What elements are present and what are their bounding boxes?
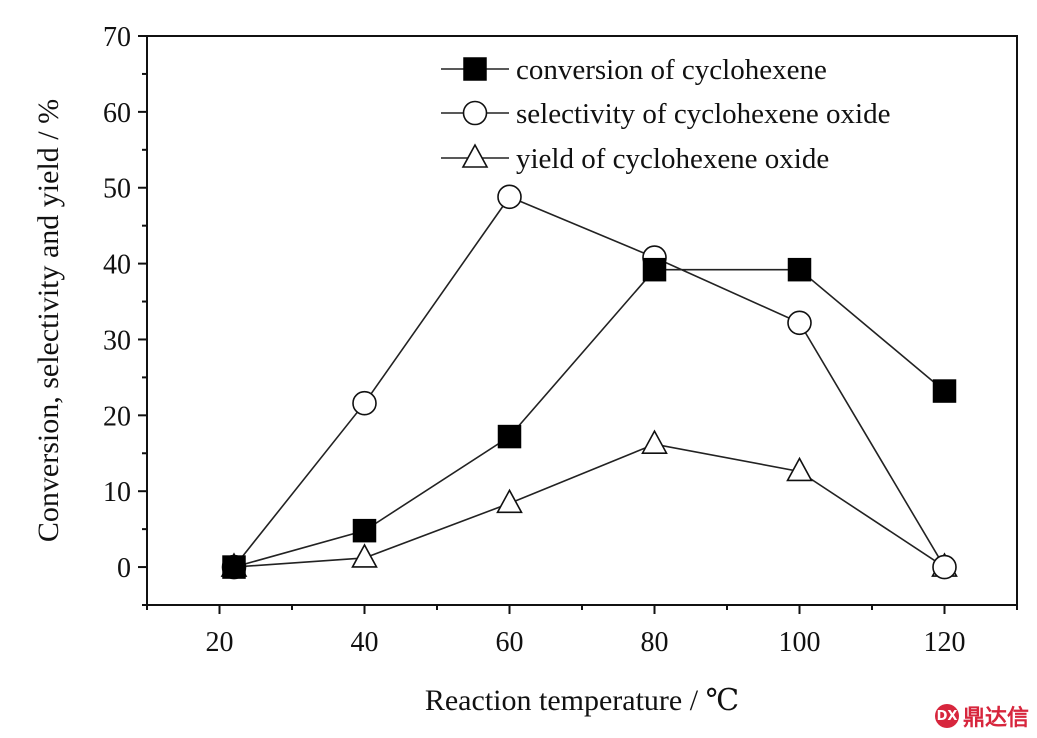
series-line-3	[233, 443, 945, 568]
x-tick-label: 60	[496, 627, 524, 658]
data-point-series-1	[787, 257, 812, 282]
data-point-series-1	[352, 518, 377, 543]
data-point-series-2	[497, 184, 522, 210]
data-point-series-1	[642, 257, 667, 282]
x-tick-label: 40	[351, 627, 379, 658]
legend-label: yield of cyclohexene oxide	[516, 143, 829, 175]
x-tick-label: 80	[641, 627, 669, 658]
x-tick-label: 100	[779, 627, 821, 658]
y-tick-label: 30	[103, 325, 131, 356]
data-point-series-1	[497, 424, 522, 449]
y-tick-label: 0	[117, 553, 131, 584]
x-tick-label: 20	[206, 627, 234, 658]
legend-marker	[461, 143, 489, 168]
series-line-2	[233, 195, 946, 568]
y-tick-label: 60	[103, 98, 131, 129]
series-markers	[220, 184, 958, 580]
x-tick-label: 120	[924, 627, 966, 658]
watermark-text: 鼎达信	[962, 706, 1029, 731]
legend-marker	[463, 57, 487, 81]
data-point-series-3	[351, 543, 378, 568]
legend-marker	[462, 100, 488, 126]
y-tick-label: 40	[103, 250, 131, 281]
data-point-series-1	[222, 555, 246, 579]
watermark: DX 鼎达信	[934, 700, 1029, 732]
data-point-series-3	[496, 488, 523, 514]
y-tick-label: 50	[103, 174, 131, 205]
legend: conversion of cyclohexene selectivity of …	[441, 54, 890, 175]
series-lines	[233, 195, 946, 568]
y-tick-label: 20	[103, 401, 131, 432]
y-tick-label: 70	[103, 22, 131, 53]
legend-label: selectivity of cyclohexene oxide	[516, 98, 890, 130]
y-tick-label: 10	[103, 477, 131, 508]
series-line-1	[233, 268, 946, 568]
data-point-series-3	[641, 429, 668, 454]
data-point-series-2	[352, 390, 377, 416]
data-point-series-3	[786, 456, 813, 482]
x-axis-title: Reaction temperature / ℃	[425, 684, 739, 717]
data-point-series-2	[932, 554, 957, 580]
data-point-series-1	[932, 379, 957, 403]
legend-label: conversion of cyclohexene	[516, 54, 827, 86]
watermark-logo-icon: DX	[934, 704, 959, 728]
data-point-series-2	[787, 310, 812, 336]
axes: 20 40 60 80 100 120 0 10 20 30 40 50 60 70	[103, 22, 1018, 658]
y-axis-title: Conversion, selectivity and yield / %	[32, 99, 65, 542]
